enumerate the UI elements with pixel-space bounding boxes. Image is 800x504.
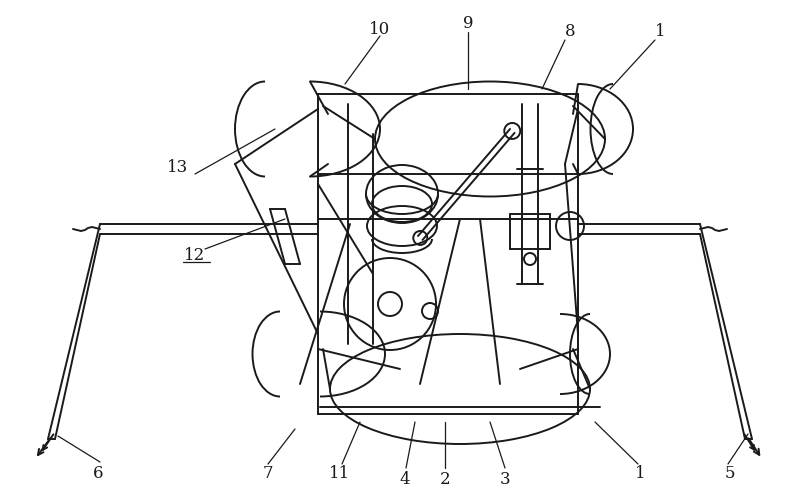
Text: 8: 8 [565,24,575,40]
Text: 1: 1 [634,466,646,482]
Text: 9: 9 [462,16,474,32]
Text: 10: 10 [370,21,390,37]
Text: 1: 1 [654,24,666,40]
Text: 12: 12 [184,247,206,265]
Text: 6: 6 [93,466,103,482]
Text: 5: 5 [725,466,735,482]
Text: 3: 3 [500,471,510,487]
Text: 7: 7 [262,466,274,482]
Text: 2: 2 [440,471,450,487]
Text: 11: 11 [330,466,350,482]
Text: 13: 13 [167,158,189,175]
Text: 4: 4 [400,471,410,487]
